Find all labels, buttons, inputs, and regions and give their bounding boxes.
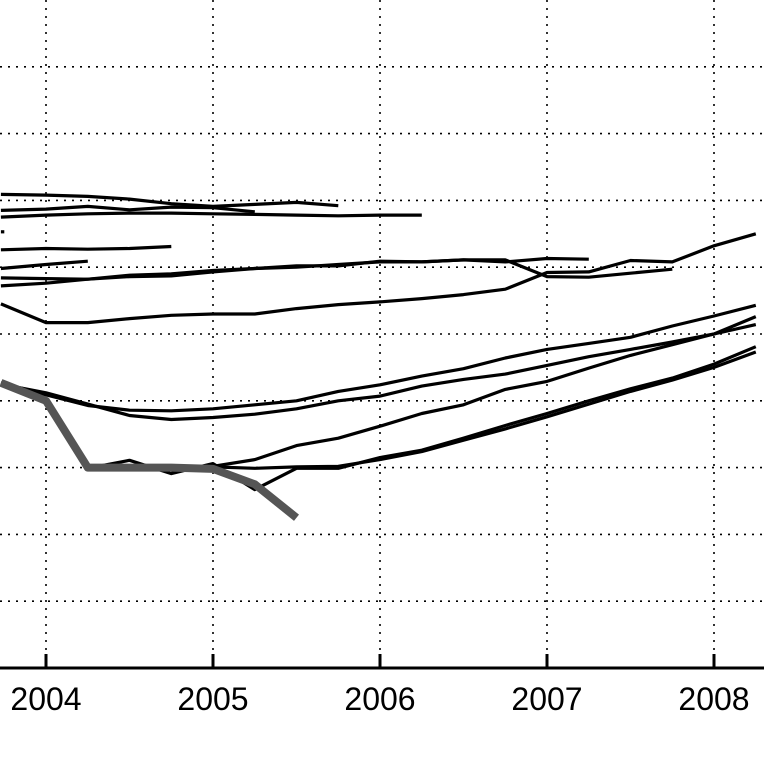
series-line-1	[0, 204, 255, 214]
grid	[0, 0, 764, 668]
series-line-5	[0, 259, 88, 271]
series-line-4	[0, 244, 172, 252]
series-line-highlight	[0, 379, 300, 521]
series-line-7	[0, 258, 673, 288]
series-line-0	[0, 192, 339, 208]
x-tick-label-0: 2004	[10, 681, 81, 717]
series-line-8	[0, 232, 757, 325]
x-tick-label-4: 2008	[678, 681, 749, 717]
x-tick-label-1: 2005	[177, 681, 248, 717]
series-line-11	[171, 323, 757, 474]
series-group	[0, 192, 757, 521]
x-axis: 2004 2005 2006 2007 2008	[0, 654, 764, 717]
series-line-9	[0, 303, 757, 413]
x-tick-label-3: 2007	[511, 681, 582, 717]
series-line-10	[0, 315, 757, 422]
series-line-2	[0, 211, 422, 219]
series-line-12	[171, 350, 757, 470]
x-tick-label-2: 2006	[344, 681, 415, 717]
